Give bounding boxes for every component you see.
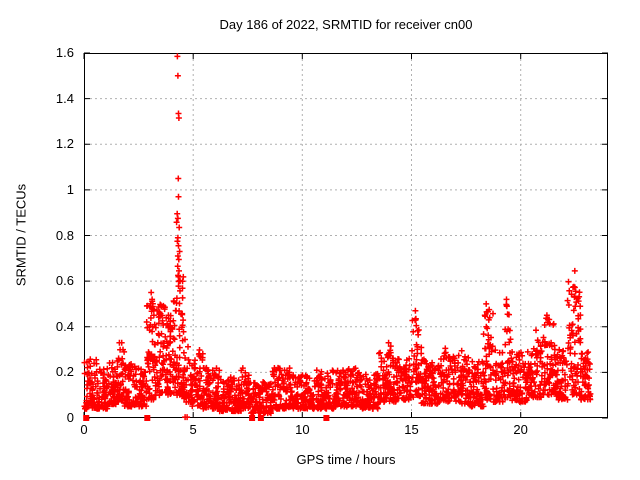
x-tick-label: 0 — [80, 422, 88, 437]
chart-title: Day 186 of 2022, SRMTID for receiver cn0… — [219, 17, 473, 32]
y-tick-label: 1.6 — [55, 45, 74, 60]
y-tick-label: 1.2 — [55, 136, 74, 152]
y-tick-label: 1.4 — [55, 90, 74, 106]
x-tick-label: 20 — [513, 422, 528, 437]
x-tick-label: 5 — [189, 422, 197, 437]
y-tick-label: 0 — [66, 410, 74, 425]
scatter-points — [81, 53, 594, 421]
y-tick-label: 0.8 — [55, 227, 74, 243]
y-tick-label: 0.2 — [55, 364, 74, 380]
zero-flag-squares — [83, 415, 330, 421]
x-axis-label: GPS time / hours — [296, 452, 396, 467]
y-tick-label: 0.6 — [55, 273, 74, 289]
x-tick-label: 10 — [295, 422, 310, 437]
y-axis-label: SRMTID / TECUs — [13, 183, 29, 287]
x-tick-label: 15 — [404, 422, 419, 437]
y-tick-label: 0.4 — [55, 318, 74, 334]
y-tick-label: 1 — [66, 181, 74, 197]
